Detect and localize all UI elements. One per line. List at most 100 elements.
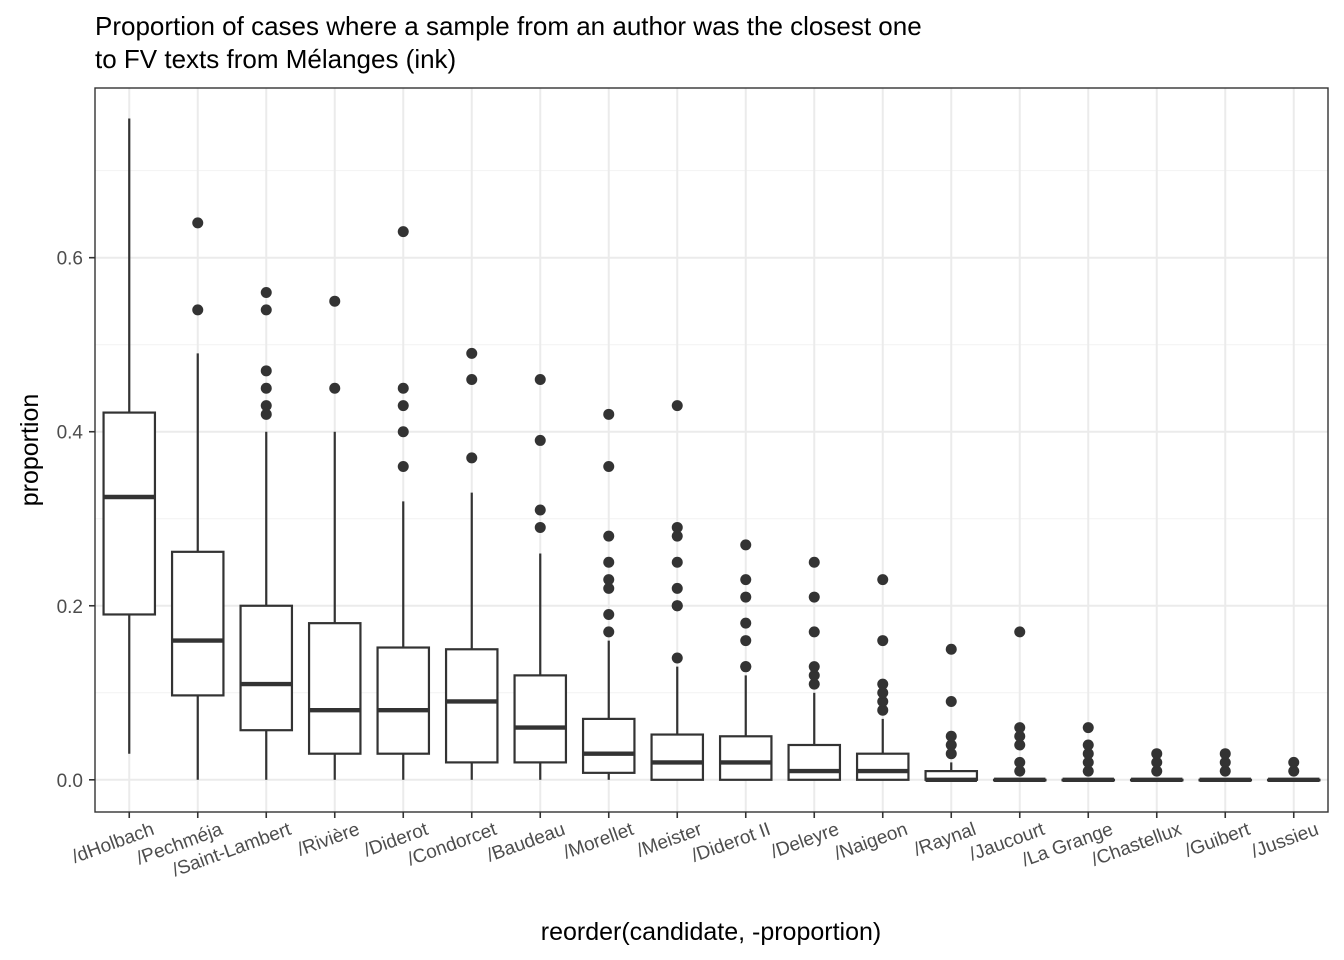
outlier-point — [534, 521, 546, 533]
outlier-point — [466, 374, 478, 386]
box-la-grange — [1061, 722, 1116, 783]
outlier-point — [671, 521, 683, 533]
panel-border — [94, 87, 1329, 813]
box-naigeon — [855, 574, 910, 781]
x-tick-label: /Naigeon — [832, 819, 911, 865]
outlier-point — [1082, 765, 1094, 777]
outlier-point — [397, 426, 409, 438]
outlier-point — [1082, 756, 1094, 768]
outlier-point — [671, 530, 683, 542]
x-tick-label: /Jussieu — [1249, 819, 1322, 863]
x-tick-label: /Guibert — [1182, 819, 1253, 862]
box-diderot — [376, 226, 431, 780]
box-chastellux — [1129, 748, 1184, 783]
outlier-point — [466, 452, 478, 464]
x-tick-label: /Diderot II — [689, 819, 774, 867]
outlier-point — [671, 556, 683, 568]
outlier-point — [671, 400, 683, 412]
chart-title: Proportion of cases where a sample from … — [95, 10, 922, 76]
x-tick-label: /Rivière — [295, 819, 363, 861]
outlier-point — [603, 408, 615, 420]
outlier-point — [603, 556, 615, 568]
outlier-point — [877, 678, 889, 690]
outlier-point — [534, 504, 546, 516]
outlier-point — [260, 408, 272, 420]
iqr-box — [581, 717, 636, 774]
iqr-box — [239, 604, 294, 732]
outlier-point — [397, 461, 409, 473]
outlier-point — [877, 704, 889, 716]
box-baudeau — [513, 374, 568, 780]
box-guibert — [1198, 748, 1253, 783]
outlier-point — [808, 661, 820, 673]
outlier-point — [877, 635, 889, 647]
box-jaucourt — [992, 626, 1047, 783]
chart-title-line-2: to FV texts from Mélanges (ink) — [95, 44, 457, 74]
outlier-point — [260, 286, 272, 298]
outlier-point — [329, 382, 341, 394]
outlier-point — [1288, 756, 1300, 768]
x-tick-label: /Morellet — [561, 819, 637, 864]
box-series — [102, 118, 1321, 783]
outlier-point — [603, 582, 615, 594]
outlier-point — [671, 652, 683, 664]
outlier-point — [740, 574, 752, 586]
outlier-point — [1014, 756, 1026, 768]
outlier-point — [603, 530, 615, 542]
outlier-point — [945, 695, 957, 707]
box-rivi-re — [307, 295, 362, 780]
outlier-point — [740, 661, 752, 673]
outlier-point — [671, 600, 683, 612]
outlier-point — [877, 687, 889, 699]
iqr-box — [376, 646, 431, 755]
outlier-point — [1014, 739, 1026, 751]
outlier-point — [1151, 748, 1163, 760]
outlier-point — [1219, 748, 1231, 760]
x-tick-label: /Deleyre — [768, 819, 842, 863]
outlier-point — [1288, 765, 1300, 777]
outlier-point — [808, 591, 820, 603]
iqr-box — [650, 733, 705, 781]
iqr-box — [718, 735, 773, 781]
outlier-point — [397, 382, 409, 394]
box-raynal — [924, 643, 979, 783]
iqr-box — [444, 648, 499, 764]
outlier-point — [945, 730, 957, 742]
outlier-point — [1082, 739, 1094, 751]
outlier-point — [945, 643, 957, 655]
outlier-point — [740, 591, 752, 603]
outlier-point — [603, 608, 615, 620]
outlier-point — [329, 295, 341, 307]
outlier-point — [1151, 756, 1163, 768]
outlier-point — [808, 556, 820, 568]
outlier-point — [534, 434, 546, 446]
outlier-point — [534, 374, 546, 386]
y-tick-label: 0.0 — [57, 771, 83, 792]
outlier-point — [1082, 748, 1094, 760]
box-diderot-ii — [718, 539, 773, 781]
outlier-point — [260, 382, 272, 394]
outlier-point — [808, 669, 820, 681]
outlier-point — [945, 748, 957, 760]
box-dholbach — [102, 118, 157, 754]
box-meister — [650, 400, 705, 781]
y-tick-label: 0.6 — [57, 249, 83, 270]
outlier-point — [397, 226, 409, 238]
y-tick-label: 0.2 — [57, 597, 83, 618]
iqr-box — [787, 743, 842, 781]
outlier-point — [740, 635, 752, 647]
iqr-box — [307, 622, 362, 755]
iqr-box — [102, 411, 157, 616]
x-axis-title: reorder(candidate, -proportion) — [541, 918, 881, 946]
outlier-point — [603, 626, 615, 638]
outlier-point — [808, 626, 820, 638]
chart-title-line-1: Proportion of cases where a sample from … — [95, 11, 922, 41]
outlier-point — [1219, 756, 1231, 768]
axes: 0.00.20.40.6/dHolbach/Pechméja/Saint-Lam… — [57, 249, 1322, 882]
box-pechm-ja — [170, 217, 225, 780]
outlier-point — [260, 365, 272, 377]
outlier-point — [1014, 730, 1026, 742]
outlier-point — [1219, 765, 1231, 777]
iqr-box — [855, 752, 910, 781]
